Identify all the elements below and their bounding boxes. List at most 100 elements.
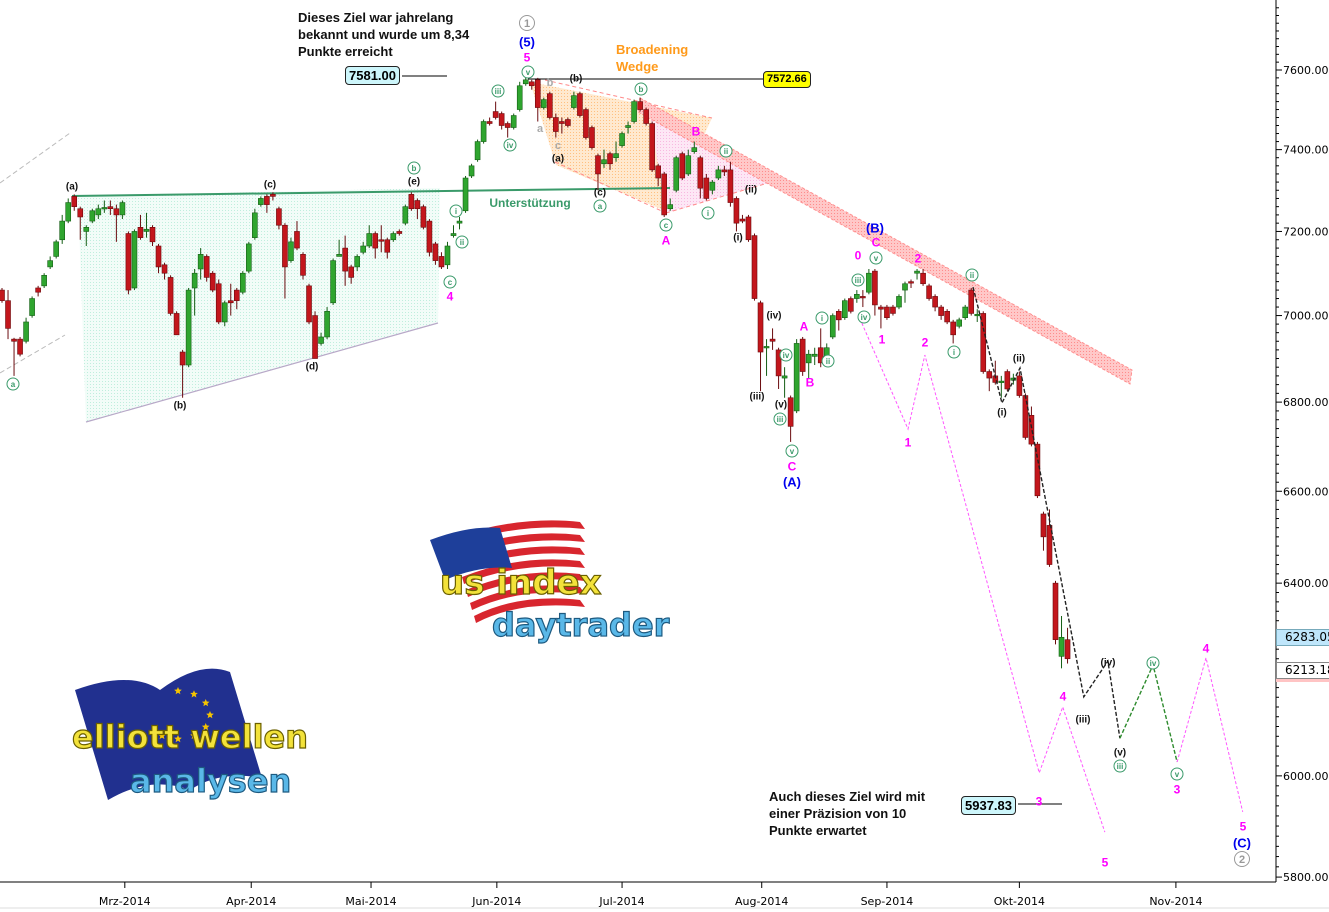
candle-body [516, 85, 523, 110]
wave-label-text: 5 [1240, 819, 1247, 833]
x-tick-label: Apr-2014 [226, 895, 276, 908]
candle-body [619, 133, 625, 146]
wave-label-text: iii [855, 276, 862, 285]
candle-body [553, 117, 559, 132]
wave-label-text: (iii) [1076, 715, 1091, 726]
wave-label-text: (ii) [1013, 354, 1025, 365]
candle-body [336, 254, 342, 257]
candle-body [288, 241, 294, 261]
candle [240, 271, 246, 295]
wave-label-text: 3 [1174, 782, 1181, 796]
candle-body [330, 260, 336, 304]
candle-body [474, 141, 481, 161]
candle [619, 131, 625, 148]
wave-label-text: ii [724, 147, 728, 156]
star-icon [201, 699, 210, 707]
wave-label: b [634, 82, 648, 96]
candle [221, 300, 228, 327]
candle [47, 256, 53, 270]
wave-label: c [443, 275, 457, 289]
candle-body [685, 155, 692, 175]
candle [101, 200, 108, 213]
candle-body [1028, 415, 1035, 445]
wave-label-text: b [639, 85, 644, 94]
wave-labels: (a)(b)(c)(d)(e)abc4iiiiiiivv5(5)1bac(a)(… [6, 15, 1251, 869]
candle-body [854, 294, 860, 299]
wave-label: (a) [66, 182, 78, 193]
wave-label: (iv) [767, 311, 782, 322]
candle-body [781, 375, 788, 379]
wave-label: a [593, 199, 607, 213]
candle [29, 296, 35, 318]
wave-label-text: v [526, 68, 531, 77]
candle [691, 141, 698, 154]
wave-circle [815, 311, 829, 325]
candle [492, 101, 499, 120]
wave-label: C [788, 459, 797, 473]
candle [980, 311, 987, 374]
candle [258, 196, 264, 207]
candle-body [793, 343, 800, 412]
candle [667, 198, 674, 211]
candle [312, 311, 318, 359]
wave-label: B [806, 375, 815, 389]
candle-body [613, 153, 619, 159]
candle-body [878, 306, 884, 310]
wave-label: v [785, 444, 799, 458]
price-tag-7572: 7572.66 [763, 71, 811, 88]
candle [920, 269, 926, 286]
candle [185, 287, 192, 368]
candle [288, 237, 294, 263]
projection-path [859, 318, 1106, 833]
wave-label: iv [503, 138, 517, 152]
wave-label: (C) [1233, 836, 1251, 851]
candle-body [360, 245, 367, 253]
wave-circle [491, 84, 505, 98]
candle [697, 155, 704, 199]
candle [330, 258, 336, 305]
wave-label-text: (d) [306, 362, 319, 373]
candle [143, 212, 150, 238]
candle-body [486, 121, 493, 124]
candle [679, 151, 686, 181]
candle-body [751, 235, 758, 299]
wave-circle [6, 377, 20, 391]
candle [727, 161, 734, 207]
channel-line [0, 132, 71, 184]
wave-label: (v) [1114, 748, 1126, 759]
candle [510, 113, 517, 130]
wave-circle [947, 345, 961, 359]
candle [113, 204, 120, 242]
wave-label-text: iii [495, 87, 502, 96]
wave-label: 3 [1174, 782, 1181, 796]
wave-label: 2 [922, 335, 929, 349]
y-tick-label: 6800.00 [1283, 396, 1329, 409]
candle [294, 221, 300, 251]
wave-label-text: i [455, 207, 457, 216]
wave-label: 1 [519, 15, 535, 31]
candle-body [366, 233, 373, 247]
top-note-line: Punkte erreicht [298, 44, 393, 59]
candle [817, 328, 824, 368]
candle-body [318, 336, 324, 344]
wave-label-text: v [874, 254, 879, 263]
y-tick-label: 7600.00 [1283, 64, 1329, 77]
wave-circle [821, 354, 835, 368]
logo-text: elliott wellen [72, 718, 308, 756]
candle [601, 149, 607, 168]
candle-body [637, 101, 643, 110]
wave-label: ii [455, 235, 469, 249]
candle-body [444, 245, 451, 266]
candle [703, 173, 710, 201]
candle-body [252, 212, 258, 238]
wave-label-text: (A) [783, 475, 801, 490]
candle [805, 349, 812, 379]
candle-body [998, 380, 1005, 383]
axis-tag-last-lower: 6213.18 [1276, 662, 1329, 679]
candle-body [414, 200, 421, 210]
candle-body [107, 206, 114, 210]
candle-body [221, 302, 228, 323]
candle [769, 328, 776, 350]
candle-body [149, 227, 156, 243]
